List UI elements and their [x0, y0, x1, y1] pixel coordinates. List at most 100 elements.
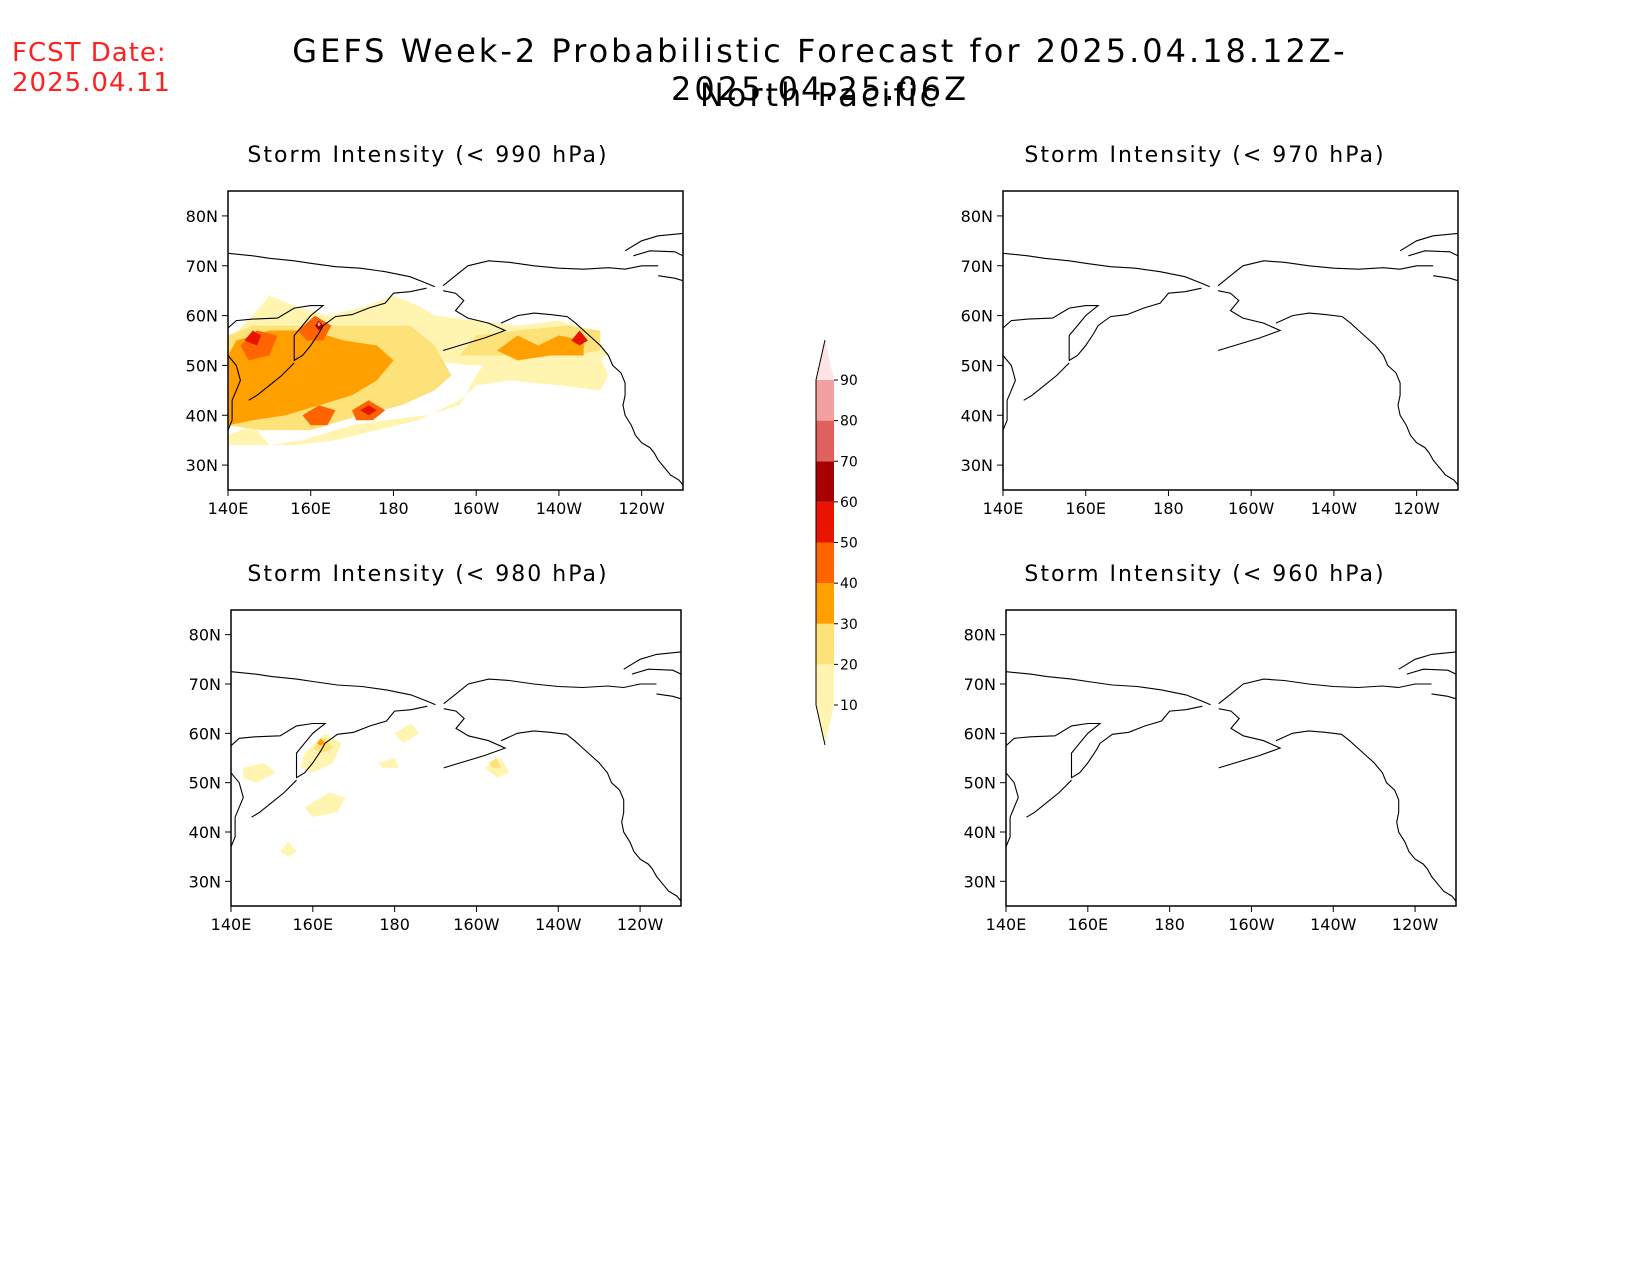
- lon-tick-label: 180: [1153, 499, 1184, 518]
- colorbar-band: [816, 420, 834, 462]
- coastline: [656, 693, 681, 700]
- coastline: [228, 252, 436, 288]
- coastline: [500, 312, 683, 486]
- coastline: [1003, 355, 1016, 431]
- coastline: [1406, 668, 1456, 675]
- map-panel-970: 80N 70N 60N 50N 40N 30N 140E 160E 180 160W 140W 120…: [961, 190, 1459, 518]
- colorbar-band: [816, 340, 834, 380]
- colorbar-band: [816, 583, 834, 624]
- map-panel-980: 80N 70N 60N 50N 40N 30N 140E 160E 180 160W 140W 120…: [189, 609, 682, 934]
- coastline: [1026, 779, 1072, 818]
- lat-tick-label: 80N: [964, 626, 996, 645]
- lat-tick-label: 40N: [964, 823, 996, 842]
- coastline: [1003, 252, 1211, 288]
- coastline: [623, 651, 681, 670]
- probability-area: [316, 738, 326, 746]
- lon-tick-label: 160E: [290, 499, 331, 518]
- probability-area: [488, 758, 501, 768]
- lat-tick-label: 70N: [186, 257, 218, 276]
- page-subtitle: North Pacific: [699, 76, 941, 114]
- fcst-label-text: FCST Date:: [12, 38, 167, 68]
- probability-area: [378, 758, 399, 768]
- lon-tick-label: 180: [378, 499, 409, 518]
- lon-tick-label: 140W: [536, 499, 583, 518]
- coastline: [1408, 250, 1458, 257]
- lon-tick-label: 180: [379, 915, 410, 934]
- panel-title-970: Storm Intensity (< 970 hPa): [1024, 143, 1386, 168]
- lat-tick-label: 60N: [964, 724, 996, 743]
- lon-tick-label: 140E: [208, 499, 249, 518]
- probability-area: [360, 405, 377, 416]
- coastline: [1433, 275, 1458, 282]
- coastline: [251, 779, 297, 818]
- lat-tick-label: 30N: [189, 872, 221, 891]
- coastline: [1275, 312, 1458, 486]
- map-frame: [1005, 609, 1457, 907]
- lon-tick-label: 160E: [292, 915, 333, 934]
- lon-tick-label: 140E: [211, 915, 252, 934]
- colorbar-band: [816, 664, 834, 705]
- page-title: GEFS Week-2 Probabilistic Forecast for 2…: [292, 32, 1348, 108]
- lat-tick-label: 40N: [186, 406, 218, 425]
- lon-tick-label: 160W: [1228, 915, 1275, 934]
- colorbar-label: 20: [840, 657, 858, 673]
- lat-tick-label: 40N: [189, 823, 221, 842]
- colorbar-band: [816, 461, 834, 502]
- lon-tick-label: 120W: [1392, 915, 1439, 934]
- lat-tick-label: 50N: [189, 774, 221, 793]
- coastline: [442, 290, 507, 352]
- colorbar: 10 20 30 40 50 60 70 80 90: [815, 339, 858, 746]
- coastline: [231, 772, 244, 848]
- map-frame: [227, 190, 684, 491]
- coastline: [228, 287, 427, 362]
- colorbar-label: 70: [840, 454, 858, 470]
- probability-area: [312, 738, 334, 754]
- map-panel-960: 80N 70N 60N 50N 40N 30N 140E 160E 180 160W 140W 120…: [964, 609, 1457, 934]
- lat-tick-label: 70N: [189, 675, 221, 694]
- lon-tick-label: 180: [1154, 915, 1185, 934]
- colorbar-band: [816, 380, 834, 421]
- panel-title-990: Storm Intensity (< 990 hPa): [247, 143, 609, 168]
- coastline: [1217, 260, 1434, 287]
- map-frame: [230, 609, 682, 907]
- colorbar-band: [816, 501, 834, 543]
- lat-tick-label: 60N: [189, 724, 221, 743]
- probability-area: [394, 723, 420, 744]
- forecast-date-label: FCST Date: 2025.04.11: [12, 38, 171, 98]
- coastline: [1275, 730, 1456, 902]
- coastline: [443, 708, 507, 769]
- colorbar-band: [816, 542, 834, 584]
- probability-area: [304, 792, 346, 818]
- lon-tick-label: 120W: [618, 499, 665, 518]
- coastline: [500, 730, 681, 902]
- coastline: [1218, 678, 1432, 705]
- coastline: [248, 362, 295, 401]
- probability-area: [496, 335, 584, 361]
- lat-tick-label: 30N: [961, 456, 993, 475]
- lon-tick-label: 140E: [986, 915, 1027, 934]
- coastline: [1217, 290, 1282, 352]
- lon-tick-label: 160W: [1228, 499, 1275, 518]
- coastline: [633, 250, 683, 257]
- coastline: [231, 671, 436, 706]
- coastline: [1006, 705, 1203, 779]
- probability-area: [244, 330, 262, 346]
- coastline: [1398, 651, 1456, 670]
- coastline: [442, 260, 659, 287]
- probability-area: [298, 315, 332, 341]
- lon-tick-label: 160E: [1067, 915, 1108, 934]
- colorbar-label: 80: [840, 414, 858, 430]
- lon-tick-label: 140E: [983, 499, 1024, 518]
- panel-title-980: Storm Intensity (< 980 hPa): [247, 562, 609, 587]
- colorbar-label: 50: [840, 536, 858, 552]
- lat-tick-label: 50N: [964, 774, 996, 793]
- lon-tick-label: 140W: [535, 915, 582, 934]
- colorbar-band: [816, 705, 834, 745]
- coastline: [631, 668, 681, 675]
- probability-area: [302, 405, 336, 426]
- lat-tick-label: 50N: [961, 356, 993, 375]
- lat-tick-label: 80N: [186, 207, 218, 226]
- colorbar-label: 90: [840, 373, 858, 389]
- coastline: [1023, 362, 1070, 401]
